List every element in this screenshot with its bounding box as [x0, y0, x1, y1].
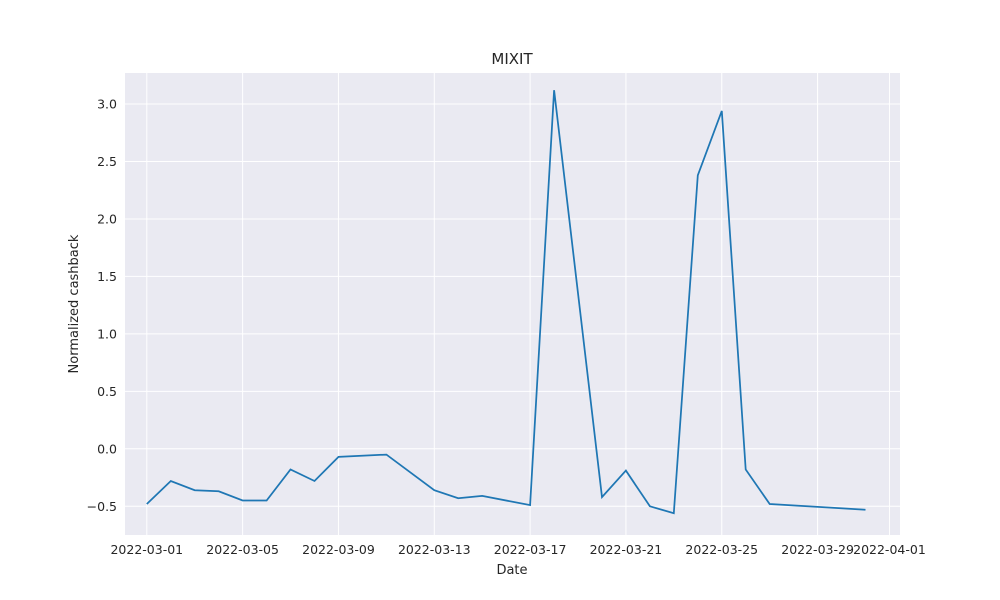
x-tick-label: 2022-03-29 [781, 542, 854, 557]
plot-area [125, 73, 900, 535]
x-axis-ticks: 2022-03-01 2022-03-05 2022-03-09 2022-03-13… [110, 542, 925, 557]
y-tick-label: 3.0 [97, 97, 117, 112]
x-tick-label: 2022-04-01 [853, 542, 926, 557]
y-tick-label: 2.0 [97, 211, 117, 226]
series-line [146, 90, 866, 515]
y-tick-label: 1.5 [97, 269, 117, 284]
y-axis-label: Normalized cashback [67, 234, 82, 373]
grid-lines [125, 73, 900, 535]
y-tick-label: 1.0 [97, 326, 117, 341]
x-axis-label: Date [496, 563, 527, 578]
x-tick-label: 2022-03-25 [685, 542, 758, 557]
y-axis-ticks: −0.5 0.0 0.5 1.0 1.5 2.0 2.5 3.0 [87, 97, 117, 514]
y-tick-label: 2.5 [97, 154, 117, 169]
x-tick-label: 2022-03-17 [494, 542, 567, 557]
y-tick-label: 0.5 [97, 384, 117, 399]
x-tick-label: 2022-03-21 [590, 542, 663, 557]
chart-title: MIXIT [491, 50, 533, 68]
x-tick-label: 2022-03-09 [302, 542, 375, 557]
y-tick-label: −0.5 [87, 499, 117, 514]
x-tick-label: 2022-03-13 [398, 542, 471, 557]
x-tick-label: 2022-03-01 [110, 542, 183, 557]
x-tick-label: 2022-03-05 [206, 542, 279, 557]
y-tick-label: 0.0 [97, 441, 117, 456]
